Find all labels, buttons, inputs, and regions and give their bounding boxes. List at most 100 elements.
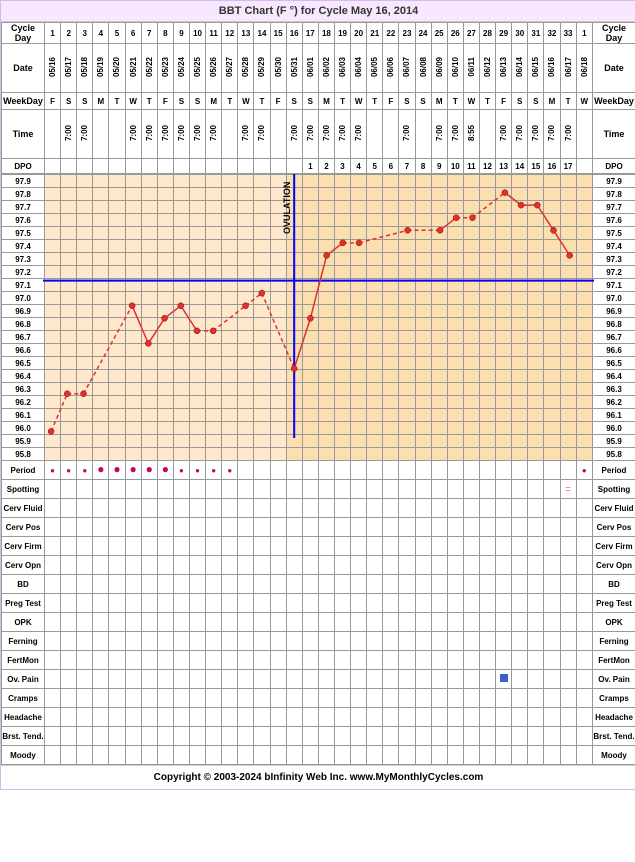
cell-time-6: 7:00 (141, 110, 157, 159)
cell-time-9: 7:00 (189, 110, 205, 159)
track-cell (238, 575, 254, 594)
track-cell (302, 708, 318, 727)
grid-cell (463, 383, 479, 396)
grid-cell (286, 188, 302, 201)
track-cell (544, 594, 560, 613)
track-label-14: Brst. Tend. (2, 727, 45, 746)
track-cell (141, 613, 157, 632)
track-label-4: Cerv Firm (2, 537, 45, 556)
track-cell (77, 537, 93, 556)
cell-weekday-19: W (351, 93, 367, 110)
track-cell (302, 613, 318, 632)
track-cell (109, 746, 125, 765)
track-cell (367, 594, 383, 613)
grid-cell (286, 279, 302, 292)
track-cell (399, 689, 415, 708)
bbt-chart-container: BBT Chart (F °) for Cycle May 16, 2014 C… (0, 0, 635, 790)
track-cell (302, 575, 318, 594)
grid-cell (528, 357, 544, 370)
grid-cell (45, 305, 61, 318)
grid-cell (173, 305, 189, 318)
header-table: Cycle Day1234567891011121314151617181920… (1, 22, 635, 174)
track-cell (431, 518, 447, 537)
track-cell (528, 708, 544, 727)
grid-cell (157, 175, 173, 188)
grid-cell (206, 331, 222, 344)
grid-cell (576, 253, 592, 266)
track-cell (528, 575, 544, 594)
track-cell: ● (141, 461, 157, 480)
grid-cell (351, 305, 367, 318)
track-cell (222, 575, 238, 594)
grid-cell (189, 370, 205, 383)
track-cell (318, 746, 334, 765)
grid-cell (61, 214, 77, 227)
track-cell (431, 651, 447, 670)
track-cell (189, 499, 205, 518)
track-cell (544, 727, 560, 746)
track-cell (125, 499, 141, 518)
grid-cell (45, 175, 61, 188)
track-cell (173, 651, 189, 670)
temp-axis-r-14: 96.5 (593, 357, 635, 370)
grid-cell (463, 396, 479, 409)
track-cell (286, 632, 302, 651)
grid-cell (544, 357, 560, 370)
track-cell (383, 632, 399, 651)
track-cell (189, 537, 205, 556)
track-cell (399, 575, 415, 594)
grid-cell (560, 344, 576, 357)
cell-dpo-3 (93, 159, 109, 174)
track-cell (222, 537, 238, 556)
cell-time-28: 7:00 (496, 110, 512, 159)
grid-cell (286, 305, 302, 318)
track-cell (367, 708, 383, 727)
grid-cell (399, 240, 415, 253)
grid-cell (447, 448, 463, 461)
grid-cell (173, 331, 189, 344)
track-cell (318, 594, 334, 613)
grid-cell (109, 240, 125, 253)
grid-cell (157, 370, 173, 383)
track-cell (45, 499, 61, 518)
track-cell (383, 670, 399, 689)
grid-cell (560, 266, 576, 279)
track-cell (512, 594, 528, 613)
track-cell (415, 613, 431, 632)
grid-cell (496, 266, 512, 279)
grid-cell (383, 279, 399, 292)
cell-time-1: 7:00 (61, 110, 77, 159)
track-cell (576, 556, 592, 575)
track-cell (496, 727, 512, 746)
grid-cell (528, 305, 544, 318)
track-cell (206, 651, 222, 670)
grid-cell (431, 279, 447, 292)
cell-weekday-3: M (93, 93, 109, 110)
track-cell (254, 461, 270, 480)
cell-cycleday-21: 22 (383, 23, 399, 44)
grid-cell (206, 214, 222, 227)
track-cell (286, 556, 302, 575)
track-cell (544, 651, 560, 670)
track-label-r-8: OPK (593, 613, 635, 632)
track-cell (141, 575, 157, 594)
track-cell (463, 746, 479, 765)
grid-cell (415, 266, 431, 279)
track-cell (286, 537, 302, 556)
grid-cell (496, 344, 512, 357)
grid-cell (302, 422, 318, 435)
grid-cell (125, 448, 141, 461)
grid-cell (125, 253, 141, 266)
grid-cell (367, 201, 383, 214)
track-cell (45, 594, 61, 613)
track-cell (334, 651, 350, 670)
track-cell (399, 708, 415, 727)
track-cell (560, 556, 576, 575)
track-cell (302, 746, 318, 765)
grid-cell (61, 227, 77, 240)
track-cell (206, 613, 222, 632)
grid-cell (141, 175, 157, 188)
cell-weekday-32: T (560, 93, 576, 110)
grid-cell (318, 305, 334, 318)
cell-date-6: 05/22 (141, 44, 157, 93)
